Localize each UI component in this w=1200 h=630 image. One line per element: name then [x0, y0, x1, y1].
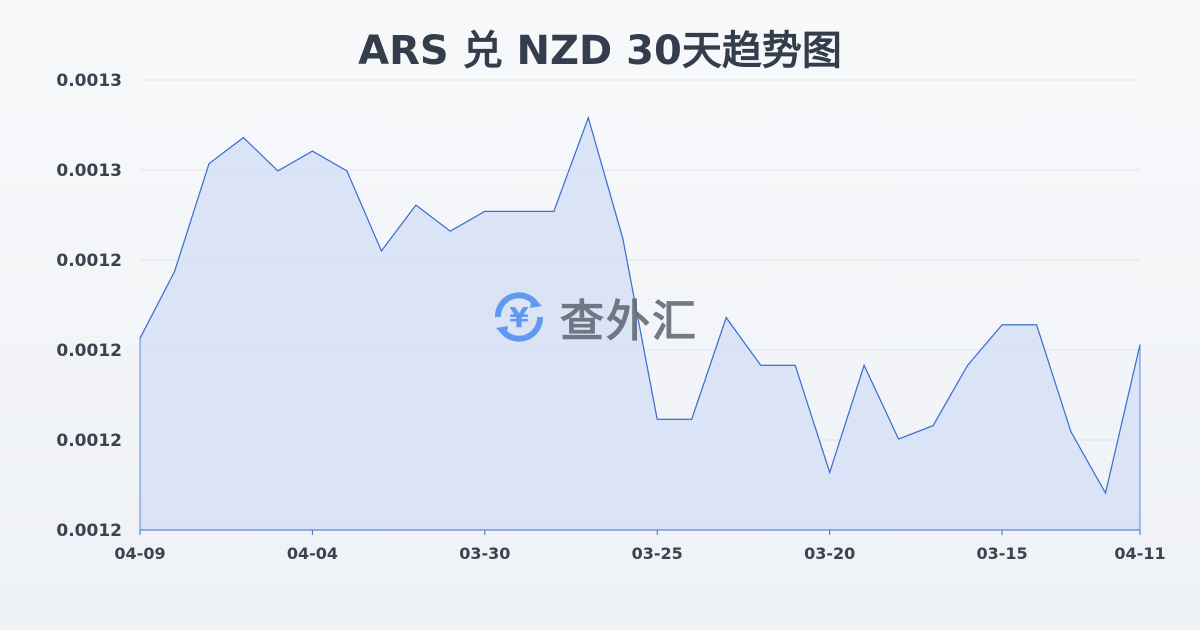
yen-exchange-icon: ¥ [494, 292, 544, 342]
x-tick-label: 04-09 [114, 544, 165, 563]
x-tick-label: 03-15 [976, 544, 1027, 563]
series-line [139, 115, 1141, 495]
y-tick-label: 0.0012 [56, 431, 122, 451]
y-tick-label: 0.0013 [56, 161, 122, 181]
watermark: ¥ 查外汇 [488, 285, 698, 349]
x-tick-label: 03-25 [632, 544, 683, 563]
y-tick-label: 0.0012 [56, 341, 122, 361]
x-tick-label: 04-04 [287, 544, 338, 563]
data-points [139, 117, 1141, 494]
chart-title: ARS 兑 NZD 30天趋势图 [358, 28, 842, 74]
x-tick-label: 03-20 [804, 544, 855, 563]
svg-text:¥: ¥ [509, 301, 529, 334]
y-tick-label: 0.0013 [56, 71, 122, 91]
y-tick-label: 0.0012 [56, 521, 122, 541]
x-tick-label: 03-30 [459, 544, 510, 563]
watermark-text: 查外汇 [560, 296, 698, 347]
x-tick-label: 04-11 [1114, 544, 1165, 563]
y-tick-label: 0.0012 [56, 251, 122, 271]
